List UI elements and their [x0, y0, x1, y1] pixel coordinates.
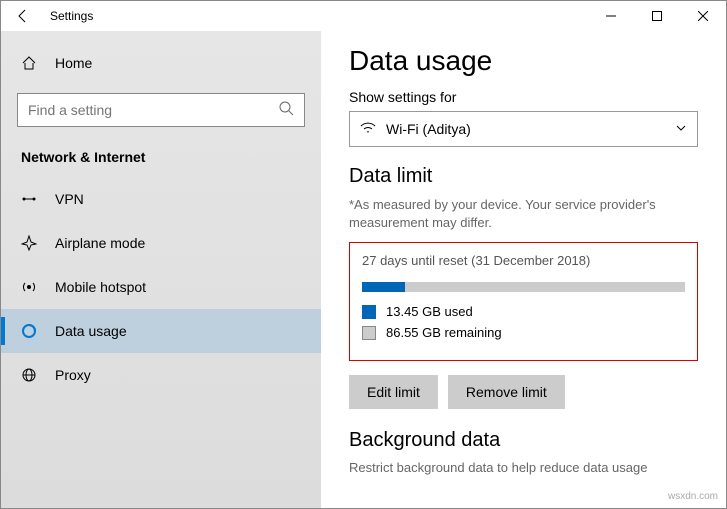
- content-area: Data usage Show settings for Wi-Fi (Adit…: [321, 31, 726, 508]
- network-select[interactable]: Wi-Fi (Aditya): [349, 111, 698, 147]
- sidebar-item-airplane[interactable]: Airplane mode: [1, 221, 321, 265]
- sidebar-home-label: Home: [55, 55, 92, 71]
- measurement-note: *As measured by your device. Your servic…: [349, 196, 698, 232]
- proxy-icon: [21, 367, 37, 383]
- sidebar-item-label: VPN: [55, 191, 84, 207]
- vpn-icon: [21, 191, 37, 207]
- background-data-desc: Restrict background data to help reduce …: [349, 460, 698, 475]
- selection-accent: [1, 317, 5, 345]
- reset-text: 27 days until reset (31 December 2018): [362, 253, 685, 268]
- close-button[interactable]: [680, 1, 726, 31]
- data-usage-icon: [21, 323, 37, 339]
- data-limit-box: 27 days until reset (31 December 2018) 1…: [349, 242, 698, 361]
- search-input[interactable]: [28, 102, 278, 118]
- data-limit-heading: Data limit: [349, 165, 698, 188]
- chevron-down-icon: [675, 121, 687, 137]
- sidebar-item-vpn[interactable]: VPN: [1, 177, 321, 221]
- show-settings-label: Show settings for: [349, 89, 698, 105]
- watermark: wsxdn.com: [668, 491, 718, 502]
- used-label: 13.45 GB used: [386, 304, 473, 319]
- sidebar-item-label: Airplane mode: [55, 235, 145, 251]
- sidebar-item-label: Proxy: [55, 367, 91, 383]
- sidebar-item-label: Data usage: [55, 323, 127, 339]
- sidebar-item-label: Mobile hotspot: [55, 279, 146, 295]
- minimize-button[interactable]: [588, 1, 634, 31]
- sidebar-section-label: Network & Internet: [1, 143, 321, 177]
- remove-limit-button[interactable]: Remove limit: [448, 375, 565, 409]
- sidebar-item-hotspot[interactable]: Mobile hotspot: [1, 265, 321, 309]
- maximize-button[interactable]: [634, 1, 680, 31]
- page-title: Data usage: [349, 45, 698, 77]
- used-swatch: [362, 305, 376, 319]
- hotspot-icon: [21, 279, 37, 295]
- legend-used: 13.45 GB used: [362, 304, 685, 319]
- titlebar: Settings: [1, 1, 726, 31]
- search-icon: [278, 100, 294, 121]
- usage-bar-fill: [362, 282, 405, 292]
- edit-limit-button[interactable]: Edit limit: [349, 375, 438, 409]
- sidebar-item-datausage[interactable]: Data usage: [1, 309, 321, 353]
- search-box[interactable]: [17, 93, 305, 127]
- remaining-label: 86.55 GB remaining: [386, 325, 502, 340]
- back-button[interactable]: [0, 1, 46, 31]
- remaining-swatch: [362, 326, 376, 340]
- usage-bar: [362, 282, 685, 292]
- wifi-icon: [360, 121, 376, 138]
- home-icon: [21, 55, 37, 71]
- sidebar-home[interactable]: Home: [1, 41, 321, 85]
- sidebar: Home Network & Internet VPN Airplane mod…: [1, 31, 321, 508]
- sidebar-item-proxy[interactable]: Proxy: [1, 353, 321, 397]
- airplane-icon: [21, 235, 37, 251]
- legend-remaining: 86.55 GB remaining: [362, 325, 685, 340]
- network-name: Wi-Fi (Aditya): [386, 121, 471, 137]
- background-data-heading: Background data: [349, 429, 698, 452]
- window-title: Settings: [50, 9, 93, 23]
